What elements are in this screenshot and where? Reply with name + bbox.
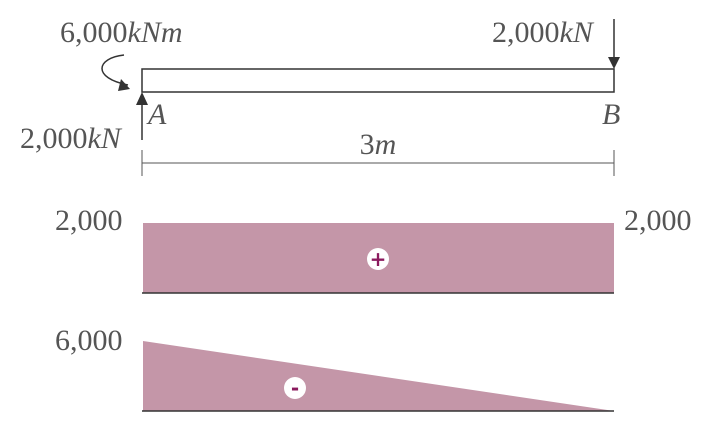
moment-arrow bbox=[101, 54, 129, 86]
shear-sign: + bbox=[370, 247, 387, 271]
moment-sign-badge bbox=[284, 377, 306, 399]
moment-sign: - bbox=[291, 376, 299, 400]
right-force-label: 2,000kN bbox=[492, 16, 595, 49]
span-label: 3m bbox=[360, 128, 397, 161]
moment-arrowhead bbox=[118, 79, 130, 91]
support-a-label: A bbox=[146, 98, 167, 131]
shear-left-value: 2,000 bbox=[55, 204, 123, 237]
right-force-arrowhead bbox=[608, 57, 620, 69]
left-force-label: 2,000kN bbox=[20, 122, 123, 155]
moment-left-value: 6,000 bbox=[55, 324, 123, 357]
shear-sign-badge bbox=[367, 248, 389, 270]
beam bbox=[141, 68, 615, 93]
moment-label: 6,000kNm bbox=[60, 16, 183, 49]
left-force-arrowhead bbox=[136, 92, 148, 105]
support-b-label: B bbox=[602, 98, 620, 131]
moment-diagram-area bbox=[143, 341, 614, 411]
shear-right-value: 2,000 bbox=[624, 204, 692, 237]
